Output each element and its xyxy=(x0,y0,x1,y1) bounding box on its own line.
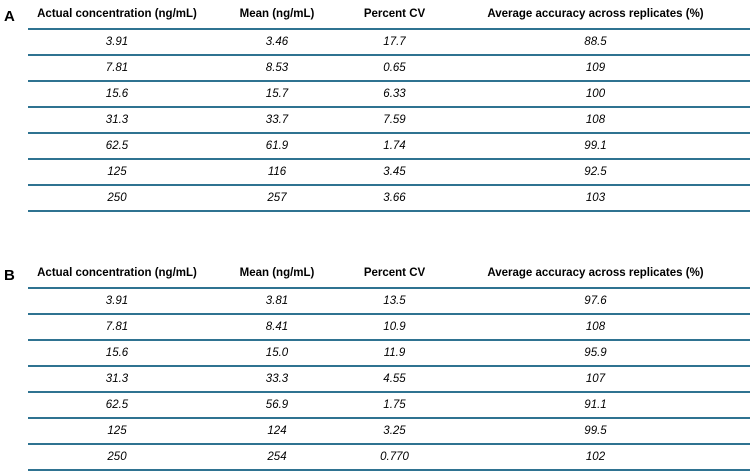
cell-mean: 33.7 xyxy=(206,107,348,134)
table-row: 125 124 3.25 99.5 xyxy=(28,418,750,445)
column-header-mean: Mean (ng/mL) xyxy=(206,259,348,289)
cell-actual-concentration: 15.6 xyxy=(28,340,206,367)
cell-mean: 124 xyxy=(206,418,348,445)
cell-actual-concentration: 7.81 xyxy=(28,55,206,82)
header-row: Actual concentration (ng/mL) Mean (ng/mL… xyxy=(28,259,750,289)
column-header-average-accuracy: Average accuracy across replicates (%) xyxy=(441,259,750,289)
cell-actual-concentration: 7.81 xyxy=(28,314,206,341)
cell-actual-concentration: 62.5 xyxy=(28,392,206,419)
cell-mean: 8.53 xyxy=(206,55,348,82)
cell-average-accuracy: 108 xyxy=(441,107,750,134)
cell-percent-cv: 0.770 xyxy=(348,444,441,471)
cell-average-accuracy: 95.9 xyxy=(441,340,750,367)
cell-average-accuracy: 108 xyxy=(441,314,750,341)
table-row: 3.91 3.81 13.5 97.6 xyxy=(28,288,750,315)
column-header-percent-cv: Percent CV xyxy=(348,0,441,30)
cell-mean: 56.9 xyxy=(206,392,348,419)
cell-average-accuracy: 99.1 xyxy=(441,133,750,160)
cell-average-accuracy: 109 xyxy=(441,55,750,82)
column-header-percent-cv: Percent CV xyxy=(348,259,441,289)
cell-percent-cv: 6.33 xyxy=(348,81,441,108)
cell-actual-concentration: 31.3 xyxy=(28,107,206,134)
table-row: 7.81 8.53 0.65 109 xyxy=(28,55,750,82)
results-table-a: Actual concentration (ng/mL) Mean (ng/mL… xyxy=(28,0,750,212)
cell-mean: 8.41 xyxy=(206,314,348,341)
table-row: 7.81 8.41 10.9 108 xyxy=(28,314,750,341)
cell-percent-cv: 13.5 xyxy=(348,288,441,315)
cell-average-accuracy: 92.5 xyxy=(441,159,750,186)
cell-mean: 15.0 xyxy=(206,340,348,367)
table-row: 15.6 15.7 6.33 100 xyxy=(28,81,750,108)
cell-average-accuracy: 102 xyxy=(441,444,750,471)
panel-label: A xyxy=(4,8,15,25)
header-row: Actual concentration (ng/mL) Mean (ng/mL… xyxy=(28,0,750,30)
cell-percent-cv: 11.9 xyxy=(348,340,441,367)
table-row: 15.6 15.0 11.9 95.9 xyxy=(28,340,750,367)
cell-actual-concentration: 125 xyxy=(28,159,206,186)
cell-mean: 15.7 xyxy=(206,81,348,108)
column-header-actual-concentration: Actual concentration (ng/mL) xyxy=(28,259,206,289)
table-row: 250 254 0.770 102 xyxy=(28,444,750,471)
cell-actual-concentration: 62.5 xyxy=(28,133,206,160)
cell-mean: 3.46 xyxy=(206,29,348,56)
cell-actual-concentration: 250 xyxy=(28,444,206,471)
cell-average-accuracy: 99.5 xyxy=(441,418,750,445)
cell-percent-cv: 3.45 xyxy=(348,159,441,186)
cell-percent-cv: 4.55 xyxy=(348,366,441,393)
cell-actual-concentration: 3.91 xyxy=(28,288,206,315)
column-header-mean: Mean (ng/mL) xyxy=(206,0,348,30)
results-table-b: Actual concentration (ng/mL) Mean (ng/mL… xyxy=(28,259,750,471)
table-row: 62.5 61.9 1.74 99.1 xyxy=(28,133,750,160)
cell-mean: 116 xyxy=(206,159,348,186)
cell-percent-cv: 0.65 xyxy=(348,55,441,82)
cell-average-accuracy: 91.1 xyxy=(441,392,750,419)
table-row: 31.3 33.7 7.59 108 xyxy=(28,107,750,134)
cell-average-accuracy: 100 xyxy=(441,81,750,108)
cell-average-accuracy: 103 xyxy=(441,185,750,212)
table-row: 125 116 3.45 92.5 xyxy=(28,159,750,186)
column-header-average-accuracy: Average accuracy across replicates (%) xyxy=(441,0,750,30)
cell-average-accuracy: 88.5 xyxy=(441,29,750,56)
cell-actual-concentration: 125 xyxy=(28,418,206,445)
cell-percent-cv: 3.66 xyxy=(348,185,441,212)
cell-mean: 257 xyxy=(206,185,348,212)
cell-mean: 254 xyxy=(206,444,348,471)
cell-percent-cv: 3.25 xyxy=(348,418,441,445)
table-row: 250 257 3.66 103 xyxy=(28,185,750,212)
cell-mean: 33.3 xyxy=(206,366,348,393)
table-row: 31.3 33.3 4.55 107 xyxy=(28,366,750,393)
cell-percent-cv: 7.59 xyxy=(348,107,441,134)
cell-average-accuracy: 107 xyxy=(441,366,750,393)
cell-average-accuracy: 97.6 xyxy=(441,288,750,315)
cell-actual-concentration: 250 xyxy=(28,185,206,212)
cell-mean: 61.9 xyxy=(206,133,348,160)
cell-actual-concentration: 3.91 xyxy=(28,29,206,56)
cell-actual-concentration: 15.6 xyxy=(28,81,206,108)
cell-percent-cv: 10.9 xyxy=(348,314,441,341)
cell-actual-concentration: 31.3 xyxy=(28,366,206,393)
cell-mean: 3.81 xyxy=(206,288,348,315)
table-row: 62.5 56.9 1.75 91.1 xyxy=(28,392,750,419)
cell-percent-cv: 17.7 xyxy=(348,29,441,56)
column-header-actual-concentration: Actual concentration (ng/mL) xyxy=(28,0,206,30)
cell-percent-cv: 1.74 xyxy=(348,133,441,160)
cell-percent-cv: 1.75 xyxy=(348,392,441,419)
panel-label: B xyxy=(4,267,15,284)
table-row: 3.91 3.46 17.7 88.5 xyxy=(28,29,750,56)
